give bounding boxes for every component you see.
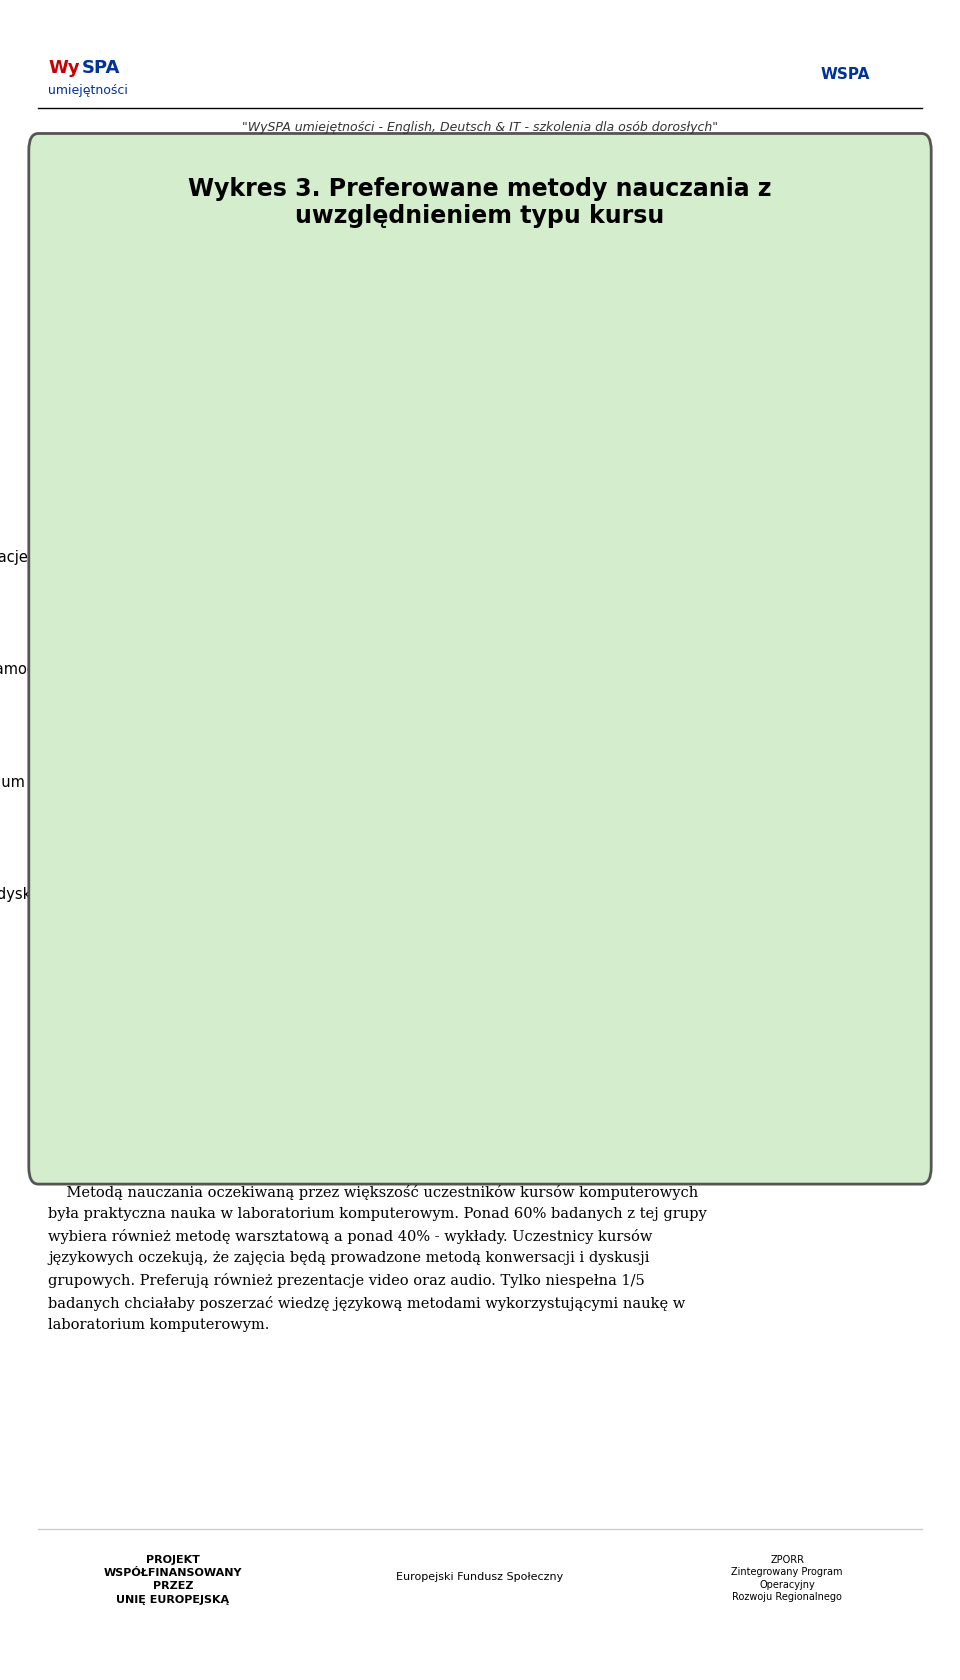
Text: Wy: Wy bbox=[48, 59, 80, 77]
Text: umiejętności: umiejętności bbox=[48, 84, 128, 97]
Text: ZPORR
Zintegrowany Program
Operacyjny
Rozwoju Regionalnego: ZPORR Zintegrowany Program Operacyjny Ro… bbox=[732, 1554, 843, 1601]
Text: WSPA: WSPA bbox=[820, 67, 870, 82]
Bar bbox=[134, 333, 693, 370]
Bar bbox=[134, 743, 798, 778]
Bar bbox=[134, 895, 533, 931]
Bar bbox=[134, 630, 260, 665]
Text: Europejski Fundusz Społeczny: Europejski Fundusz Społeczny bbox=[396, 1571, 564, 1581]
Bar bbox=[134, 558, 427, 593]
Bar bbox=[134, 966, 427, 1003]
Text: SPA: SPA bbox=[82, 59, 120, 77]
X-axis label: %: % bbox=[509, 1122, 528, 1141]
Bar bbox=[134, 405, 567, 440]
Bar bbox=[134, 783, 260, 818]
Bar bbox=[134, 670, 330, 706]
Bar bbox=[134, 445, 427, 480]
Bar bbox=[134, 1008, 344, 1043]
Legend: kursy językowe, kursy komputerowe: kursy językowe, kursy komputerowe bbox=[76, 1105, 442, 1132]
Bar bbox=[134, 292, 309, 328]
Bar bbox=[134, 517, 260, 553]
Text: Wykres 3. Preferowane metody nauczania z
uwzględnieniem typu kursu: Wykres 3. Preferowane metody nauczania z… bbox=[188, 176, 772, 228]
Text: PROJEKT
WSPÓŁFINANSOWANY
PRZEZ
UNIĘ EUROPEJSKĄ: PROJEKT WSPÓŁFINANSOWANY PRZEZ UNIĘ EURO… bbox=[104, 1554, 242, 1604]
Text: Metodą nauczania oczekiwaną przez większość uczestników kursów komputerowych
był: Metodą nauczania oczekiwaną przez większ… bbox=[48, 1184, 707, 1331]
Bar bbox=[134, 855, 365, 890]
Text: "WySPA umiejętności - English, Deutsch & IT - szkolenia dla osób dorosłych": "WySPA umiejętności - English, Deutsch &… bbox=[242, 121, 718, 134]
